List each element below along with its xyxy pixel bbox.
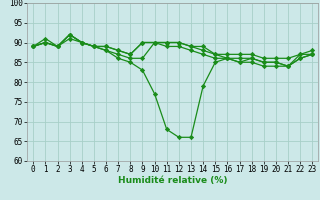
X-axis label: Humidité relative (%): Humidité relative (%) bbox=[118, 176, 228, 185]
